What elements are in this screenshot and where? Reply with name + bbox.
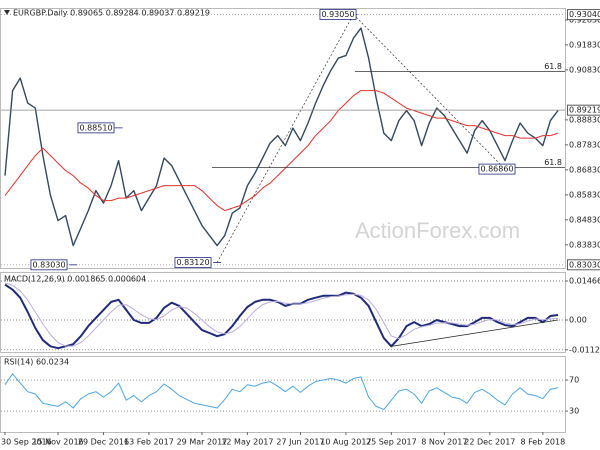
trend-line <box>216 14 354 263</box>
y-tick-label: 0.014661 <box>569 277 600 286</box>
title-icon <box>4 10 10 15</box>
x-tick-label: 10 Aug 2017 <box>320 438 371 447</box>
fib-label: 61.8 <box>544 62 562 71</box>
watermark: ActionForex.com <box>355 218 520 243</box>
x-tick-label: 25 Sep 2017 <box>366 438 417 447</box>
series-line <box>4 283 559 350</box>
y-tick-label: 0.83830 <box>569 240 600 249</box>
price-marker-label: 0.83030 <box>569 260 600 269</box>
macd-title: MACD(12,26,9) 0.001865 0.000604 <box>4 275 146 284</box>
price-marker-label: 0.93040 <box>569 10 600 19</box>
annotation-label: 0.86860 <box>480 165 513 174</box>
annotation-label: 0.93050 <box>321 10 354 19</box>
x-tick-label: 15 Nov 2016 <box>32 438 83 447</box>
annotation-label-box <box>319 8 357 20</box>
series-line <box>4 373 559 410</box>
y-tick-label: 0.00 <box>569 316 587 325</box>
y-tick-label: 0.91830 <box>569 40 600 49</box>
series-line <box>4 27 559 247</box>
annotation-label-box <box>174 257 212 268</box>
x-tick-label: 8 Nov 2017 <box>421 438 467 447</box>
macd-panel <box>0 272 566 353</box>
series-line <box>4 90 559 212</box>
price-marker-label: 0.89219 <box>569 106 600 115</box>
x-tick-label: 22 Dec 2017 <box>464 438 515 447</box>
fib-label: 61.8 <box>544 158 562 167</box>
y-tick-label: 0.84830 <box>569 215 600 224</box>
annotation-label-box <box>30 259 68 271</box>
trend-line <box>353 14 506 170</box>
price-marker-label-box <box>567 104 600 116</box>
rsi-title: RSI(14) 60.0234 <box>4 358 69 367</box>
chart-title: EURGBP.Daily 0.89065 0.89284 0.89037 0.8… <box>13 9 210 18</box>
price-panel <box>0 8 566 269</box>
price-marker-label-box <box>567 9 600 21</box>
x-tick-label: 30 Sep 2016 <box>1 438 52 447</box>
annotation-label-box <box>77 122 115 134</box>
x-tick-label: 12 May 2017 <box>221 438 273 447</box>
annotation-label: 0.83030 <box>32 260 65 269</box>
y-tick-label: 70 <box>569 376 579 385</box>
x-tick-label: 8 Feb 2018 <box>520 438 565 447</box>
x-tick-label: 29 Mar 2017 <box>177 438 228 447</box>
y-tick-label: 0.90830 <box>569 65 600 74</box>
y-tick-label: 0.87830 <box>569 140 600 149</box>
annotation-label: 0.83120 <box>176 258 209 267</box>
rsi-panel <box>0 356 566 433</box>
series-line <box>4 282 559 347</box>
annotation-label-box <box>478 163 516 175</box>
x-tick-label: 27 Jun 2017 <box>276 438 324 447</box>
price-marker-label-box <box>567 259 600 271</box>
y-tick-label: 0.86830 <box>569 165 600 174</box>
y-tick-label: 30 <box>569 407 579 416</box>
y-tick-label: -0.011202 <box>569 345 600 354</box>
x-tick-label: 29 Dec 2016 <box>78 438 129 447</box>
y-tick-label: 0.88830 <box>569 115 600 124</box>
y-tick-label: 0.85830 <box>569 190 600 199</box>
trend-line <box>391 319 559 347</box>
x-tick-label: 13 Feb 2017 <box>124 438 174 447</box>
annotation-label: 0.88510 <box>79 123 112 132</box>
